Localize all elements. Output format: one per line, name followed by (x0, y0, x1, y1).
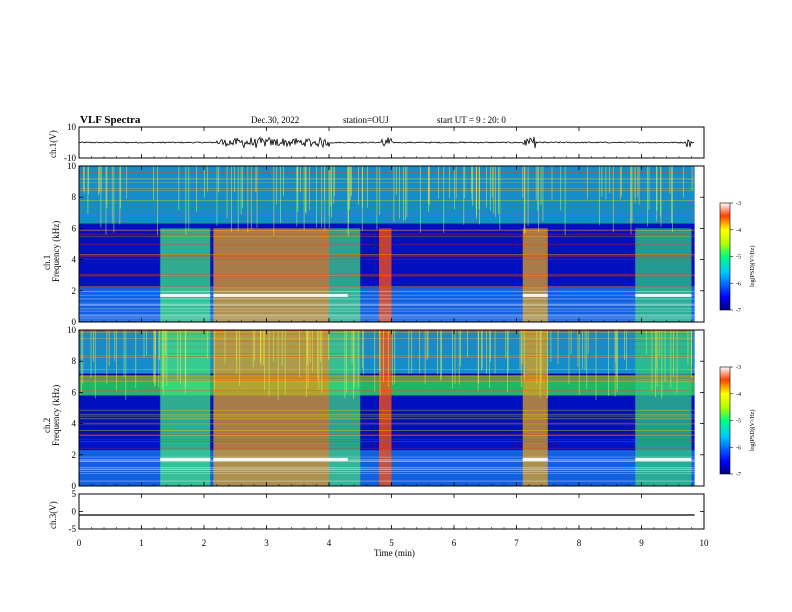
ch2-colorbar-label: log(PSD)(V²/Hz) (749, 410, 756, 451)
ch1-ytick-label: -10 (64, 153, 76, 163)
ch2-spec-ytick-label: 10 (67, 325, 77, 335)
ch1-colorbar-label: log(PSD)(V²/Hz) (749, 246, 756, 287)
figure-title: VLF Spectra (80, 114, 141, 126)
x-tick-label: 2 (202, 538, 207, 548)
ch2-colorbar: -3 -4 -5 -6 -7 log(PSD)(V²/Hz) (719, 365, 756, 478)
ch1-spec-ytick-label: 4 (72, 255, 77, 265)
ch1-spec-ylabel-ch: ch.1 (42, 255, 52, 270)
colorbar-tick-label: -3 (736, 365, 741, 371)
date-label: Dec.30, 2022 (251, 115, 299, 125)
ch1-waveform-panel: 10 -10 (64, 122, 705, 163)
ch2-spec-ytick-label: 8 (72, 356, 77, 366)
ch1-spec-ytick-label: 2 (72, 286, 77, 296)
ch2-spec-ytick-label: 0 (72, 481, 77, 491)
ch1-ytick-label: 10 (67, 122, 77, 132)
ch2-spec-ytick-label: 2 (72, 450, 77, 460)
x-tick-label: 9 (639, 538, 644, 548)
colorbar-tick-label: -6 (736, 281, 741, 287)
x-tick-label: 8 (577, 538, 582, 548)
colorbar-tick-label: -5 (736, 255, 741, 261)
colorbar-tick-label: -7 (736, 308, 741, 314)
ch1-spec-ytick-label: 6 (72, 223, 77, 233)
ch2-spec-ytick-label: 4 (72, 419, 77, 429)
x-tick-label: 4 (327, 538, 332, 548)
ch2-spec-ytick-label: 6 (72, 387, 77, 397)
ch2-spectrogram-panel: 0 2 4 6 8 10 (67, 325, 705, 491)
ch1-spec-ytick-label: 0 (72, 317, 77, 327)
ch3-waveform-panel: 5 0 -5 (69, 489, 705, 534)
start-ut-label: start UT = 9 : 20: 0 (437, 115, 506, 125)
colorbar-tick-label: -7 (736, 472, 741, 478)
x-tick-label: 3 (264, 538, 269, 548)
ch1-ylabel: ch.1(V) (48, 130, 58, 158)
ch1-colorbar: -3 -4 -5 -6 -7 log(PSD)(V²/Hz) (719, 201, 756, 314)
x-tick-label: 5 (389, 538, 394, 548)
colorbar-tick-label: -4 (736, 392, 741, 398)
ch3-ytick-label: 0 (72, 507, 77, 517)
colorbar-tick-label: -3 (736, 201, 741, 207)
x-tick-label: 7 (514, 538, 519, 548)
ch1-spec-ytick-label: 10 (67, 161, 77, 171)
ch1-spectrogram-panel: 0 2 4 6 8 10 (67, 161, 705, 327)
colorbar-tick-label: -5 (736, 419, 741, 425)
ch3-ylabel: ch.3(V) (48, 501, 58, 529)
ch3-ytick-label: 5 (72, 489, 77, 499)
ch2-spec-ylabel-freq: Frequency (kHz) (51, 385, 61, 446)
ch1-spec-ylabel-freq: Frequency (kHz) (51, 221, 61, 282)
x-tick-label: 6 (452, 538, 457, 548)
x-tick-label: 0 (77, 538, 82, 548)
ch2-spec-ylabel-ch: ch.2 (42, 418, 52, 433)
colorbar-tick-label: -6 (736, 445, 741, 451)
x-axis-label: Time (min) (374, 548, 415, 558)
x-tick-label: 10 (700, 538, 710, 548)
ch3-ytick-label: -5 (69, 524, 77, 534)
x-tick-label: 1 (139, 538, 144, 548)
colorbar-tick-label: -4 (736, 228, 741, 234)
time-axis: 0 1 2 3 4 5 6 7 8 9 10 (77, 127, 709, 548)
ch1-waveform-trace (78, 136, 695, 149)
ch1-spec-ytick-label: 8 (72, 192, 77, 202)
station-label: station=OUJ (343, 115, 389, 125)
